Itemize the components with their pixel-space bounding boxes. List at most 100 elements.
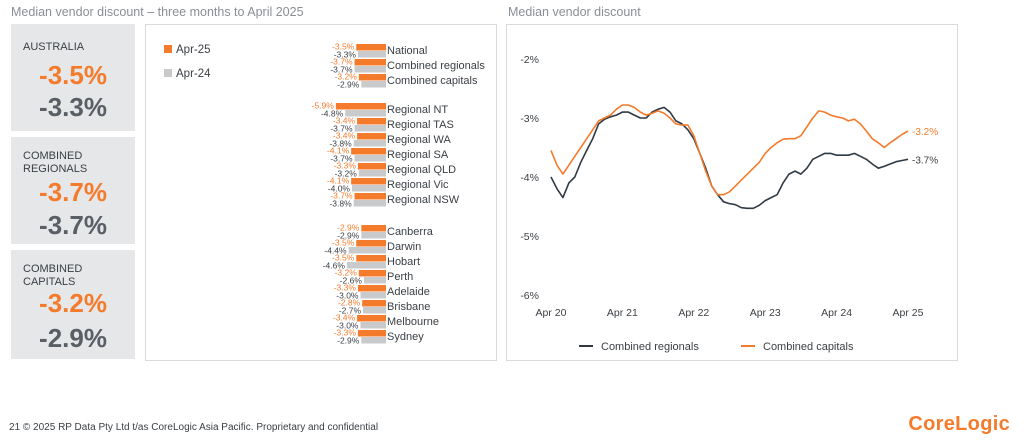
line-chart: -2% -3% -4% -5% -6% Apr 20 Apr 21 Apr 22 Apr 23 A… <box>520 54 938 353</box>
kpi-current-value: -3.7% <box>39 177 107 207</box>
bar-apr-25 <box>358 270 386 277</box>
bar-apr-25 <box>357 315 386 322</box>
bar-value-label-apr-25: -3.5% <box>332 238 355 248</box>
legend-label: Combined capitals <box>763 341 854 353</box>
bar-value-label-apr-25: -3.3% <box>334 161 357 171</box>
bar-apr-24 <box>352 185 386 192</box>
series-end-label: -3.7% <box>912 155 938 166</box>
bar-category-label: Hobart <box>387 256 420 268</box>
bar-category-label: National <box>387 45 427 57</box>
bar-value-label-apr-24: -4.0% <box>328 184 351 194</box>
bar-apr-25 <box>358 74 386 81</box>
bar-apr-24 <box>348 247 386 254</box>
bar-apr-24 <box>354 125 386 132</box>
bar-apr-25 <box>357 330 386 337</box>
bar-value-label-apr-25: -3.7% <box>330 57 353 67</box>
bar-category-label: Adelaide <box>387 286 430 298</box>
x-tick-label: Apr 20 <box>536 307 567 319</box>
bar-value-label-apr-24: -3.7% <box>330 154 353 164</box>
bar-value-label-apr-24: -3.0% <box>336 321 359 331</box>
bar-category-label: Regional Vic <box>387 179 449 191</box>
bar-apr-24 <box>354 66 386 73</box>
bar-apr-25 <box>351 148 386 155</box>
bar-category-label: Brisbane <box>387 301 430 313</box>
bar-value-label-apr-24: -3.8% <box>329 139 352 149</box>
x-tick-label: Apr 25 <box>893 307 924 319</box>
x-tick-label: Apr 22 <box>678 307 709 319</box>
y-tick-label: -2% <box>520 54 539 66</box>
bar-value-label-apr-25: -2.8% <box>338 298 361 308</box>
bar-apr-25 <box>356 44 386 51</box>
bar-value-label-apr-25: -3.4% <box>333 131 356 141</box>
bar-category-label: Combined regionals <box>387 60 485 72</box>
line-legend: Combined regionals Combined capitals <box>579 341 854 353</box>
kpi-current-value: -3.2% <box>39 288 107 318</box>
bar-apr-24 <box>353 200 386 207</box>
kpi-previous-value: -2.9% <box>39 323 107 353</box>
bar-apr-25 <box>354 193 386 200</box>
bar-value-label-apr-25: -3.4% <box>333 313 356 323</box>
bar-category-label: Regional NSW <box>387 194 460 206</box>
bar-apr-25 <box>351 178 386 185</box>
bar-apr-25 <box>357 163 386 170</box>
bar-category-label: Combined capitals <box>387 75 478 87</box>
bar-category-label: Regional QLD <box>387 164 456 176</box>
bar-value-label-apr-25: -3.3% <box>334 328 357 338</box>
bar-value-label-apr-24: -2.9% <box>337 336 360 346</box>
bar-apr-25 <box>357 118 386 125</box>
kpi-card-combined-capitals: COMBINED CAPITALS -3.2% -2.9% <box>11 250 135 359</box>
legend-swatch <box>164 69 172 77</box>
bar-chart-panel: Apr-25 Apr-24 -3.5% -3.3% National -3.7% -3.7%… <box>145 24 497 361</box>
bar-category-label: Regional WA <box>387 134 451 146</box>
bar-value-label-apr-25: -2.9% <box>337 223 360 233</box>
bar-category-label: Regional NT <box>387 104 448 116</box>
kpi-card-combined-regionals: COMBINED REGIONALS -3.7% -3.7% <box>11 137 135 244</box>
bar-legend: Apr-25 Apr-24 <box>164 44 211 80</box>
bar-apr-25 <box>361 225 386 232</box>
bar-apr-24 <box>363 277 386 284</box>
series-line-combined-regionals <box>550 106 909 210</box>
bar-value-label-apr-24: -2.9% <box>337 231 360 241</box>
bar-apr-24 <box>346 262 386 269</box>
bar-apr-24 <box>361 232 386 239</box>
x-tick-label: Apr 24 <box>821 307 852 319</box>
bar-value-label-apr-25: -3.5% <box>332 42 355 52</box>
bar-apr-25 <box>354 59 386 66</box>
bar-value-label-apr-25: -4.1% <box>327 146 350 156</box>
bar-apr-24 <box>361 81 386 88</box>
bar-apr-24 <box>357 51 386 58</box>
bar-category-label: Perth <box>387 271 413 283</box>
bar-value-label-apr-24: -4.4% <box>324 246 347 256</box>
bar-apr-25 <box>335 103 386 110</box>
legend-label: Apr-24 <box>176 68 211 80</box>
legend-label: Combined regionals <box>601 341 699 353</box>
bar-apr-24 <box>363 307 386 314</box>
bar-apr-24 <box>353 140 386 147</box>
bar-apr-24 <box>345 110 386 117</box>
bar-value-label-apr-25: -5.9% <box>312 101 335 111</box>
y-tick-label: -6% <box>520 290 539 302</box>
bar-value-label-apr-25: -3.5% <box>332 253 355 263</box>
bar-apr-24 <box>361 337 386 344</box>
kpi-label: COMBINED REGIONALS <box>23 150 88 175</box>
kpi-previous-value: -3.7% <box>39 210 107 240</box>
bar-value-label-apr-24: -2.6% <box>340 276 363 286</box>
y-tick-label: -3% <box>520 113 539 125</box>
bar-apr-25 <box>356 240 386 247</box>
right-section-title: Median vendor discount <box>508 5 641 19</box>
bar-apr-25 <box>362 300 386 307</box>
bar-apr-25 <box>357 133 386 140</box>
y-tick-label: -4% <box>520 172 539 184</box>
bar-apr-24 <box>360 292 386 299</box>
left-section-title: Median vendor discount – three months to… <box>11 5 304 19</box>
corelogic-logo: CoreLogic <box>908 413 1010 435</box>
bar-apr-25 <box>356 255 386 262</box>
legend-swatch <box>164 45 172 53</box>
bar-value-label-apr-25: -3.4% <box>333 116 356 126</box>
bar-apr-24 <box>354 155 386 162</box>
series-line-combined-capitals <box>550 104 909 196</box>
kpi-current-value: -3.5% <box>39 60 107 90</box>
bar-apr-24 <box>360 322 386 329</box>
x-tick-label: Apr 23 <box>750 307 781 319</box>
